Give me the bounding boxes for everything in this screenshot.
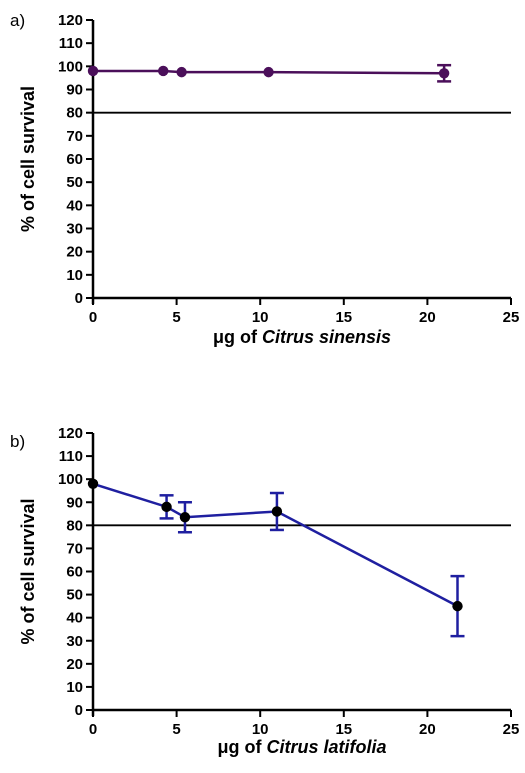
chart-b-y-axis-title: % of cell survival — [18, 498, 38, 644]
chart-a-data-point — [263, 66, 274, 78]
chart-a-x-axis-title-species: Citrus sinensis — [262, 327, 391, 347]
chart-a-y-tick-label: 60 — [66, 151, 83, 168]
chart-b-x-tick-label: 0 — [89, 721, 97, 738]
chart-a-x-axis-title-prefix: μg of — [213, 327, 262, 347]
chart-a-data-point — [438, 68, 450, 79]
chart-a-y-tick-label: 120 — [58, 12, 83, 29]
chart-b-panel-label: b) — [10, 432, 25, 451]
chart-b-panel: b) 0 10 20 30 40 50 60 70 80 90 100 110 120 0 5 10 15 20 25… — [10, 425, 519, 757]
chart-b-y-tick-label: 70 — [66, 540, 83, 557]
chart-b-y-tick-label: 60 — [66, 564, 83, 581]
chart-a-x-tick-label: 10 — [252, 309, 269, 326]
chart-a-x-axis-title: μg of Citrus sinensis — [213, 327, 391, 347]
chart-a-y-tick-label: 40 — [66, 197, 83, 214]
chart-a-x-tick-label: 5 — [172, 309, 180, 326]
chart-b-y-tick-label: 100 — [58, 471, 83, 488]
chart-a-y-tick-label: 30 — [66, 221, 83, 238]
chart-b-data-point — [87, 478, 99, 489]
chart-a-y-tick-label: 90 — [66, 82, 83, 99]
chart-b-y-tick-label: 120 — [58, 425, 83, 442]
chart-b-data-point — [161, 501, 172, 513]
chart-a-y-tick-label: 70 — [66, 128, 83, 145]
chart-a-y-tick-label: 50 — [66, 174, 83, 191]
chart-a-data-point — [158, 65, 169, 77]
chart-a-panel: a) 0 10 20 30 40 50 60 70 80 90 100 110 120 0 5 10 15 20 25… — [10, 11, 519, 347]
chart-b-x-tick-label: 20 — [419, 721, 436, 738]
chart-b-y-tick-label: 90 — [66, 494, 83, 511]
chart-b-series-line — [92, 482, 459, 608]
chart-a-y-axis-title: % of cell survival — [18, 86, 38, 232]
chart-b-x-tick-label: 5 — [172, 721, 180, 738]
chart-a-x-tick-label: 15 — [335, 309, 352, 326]
chart-a-y-tick-label: 100 — [58, 58, 83, 75]
chart-b-data-point — [179, 512, 191, 523]
chart-a-y-tick-label: 10 — [66, 267, 83, 284]
chart-b-y-tick-label: 80 — [66, 517, 83, 534]
chart-b-y-tick-label: 50 — [66, 587, 83, 604]
chart-b-x-tick-label: 15 — [335, 721, 352, 738]
chart-b-data-point — [271, 506, 283, 517]
chart-b-y-tick-label: 10 — [66, 679, 83, 696]
chart-a-data-point — [176, 66, 187, 78]
chart-a-y-tick-label: 0 — [75, 290, 83, 307]
chart-b-y-tick-label: 20 — [66, 656, 83, 673]
chart-b-x-tick-label: 25 — [503, 721, 520, 738]
chart-a-data-point — [87, 65, 99, 77]
chart-a-x-tick-label: 0 — [89, 309, 97, 326]
chart-a-y-tick-label: 20 — [66, 244, 83, 261]
chart-a-y-tick-label: 110 — [59, 35, 83, 52]
chart-b-x-axis-title-species: Citrus latifolia — [266, 737, 386, 757]
chart-b-y-tick-label: 110 — [59, 448, 83, 465]
chart-b-y-tick-label: 0 — [75, 702, 83, 719]
chart-a-x-tick-label: 25 — [503, 309, 520, 326]
chart-b-x-axis-title-prefix: μg of — [217, 737, 266, 757]
chart-a-panel-label: a) — [10, 11, 25, 30]
chart-a-y-tick-label: 80 — [66, 105, 83, 122]
chart-b-data-point — [452, 600, 463, 612]
chart-a-x-tick-label: 20 — [419, 309, 436, 326]
chart-b-y-tick-label: 30 — [66, 633, 83, 650]
chart-b-x-axis-title: μg of Citrus latifolia — [217, 737, 386, 757]
chart-b-x-tick-label: 10 — [252, 721, 269, 738]
chart-b-y-tick-label: 40 — [66, 610, 83, 627]
